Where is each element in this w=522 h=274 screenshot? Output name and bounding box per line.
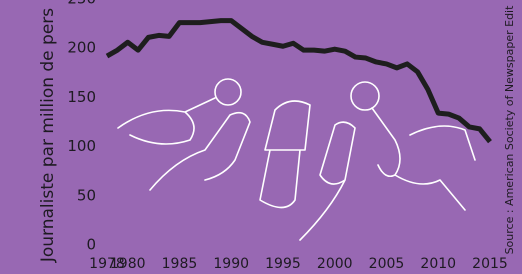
y-tick-label: 50	[77, 186, 96, 204]
x-tick-label: 2005	[369, 256, 405, 272]
x-tick-label: 1990	[213, 256, 249, 272]
y-tick-label: 100	[67, 137, 96, 155]
source-note: Source : American Society of Newspaper E…	[503, 5, 516, 255]
x-tick-label: 2015	[472, 256, 508, 272]
x-tick-label: 2010	[420, 256, 456, 272]
y-axis-label: Journaliste par million de pers	[38, 8, 58, 263]
y-tick-label: 200	[67, 39, 96, 57]
y-tick-label: 250	[67, 0, 96, 8]
y-tick-label: 150	[67, 88, 96, 106]
x-tick-label: 1985	[162, 256, 198, 272]
y-tick-label: 0	[86, 236, 96, 254]
x-tick-label: 1995	[265, 256, 301, 272]
x-tick-label: 2000	[317, 256, 353, 272]
chart: Journaliste par million de pers Source :…	[0, 0, 522, 274]
x-tick-label: 1980	[110, 256, 146, 272]
